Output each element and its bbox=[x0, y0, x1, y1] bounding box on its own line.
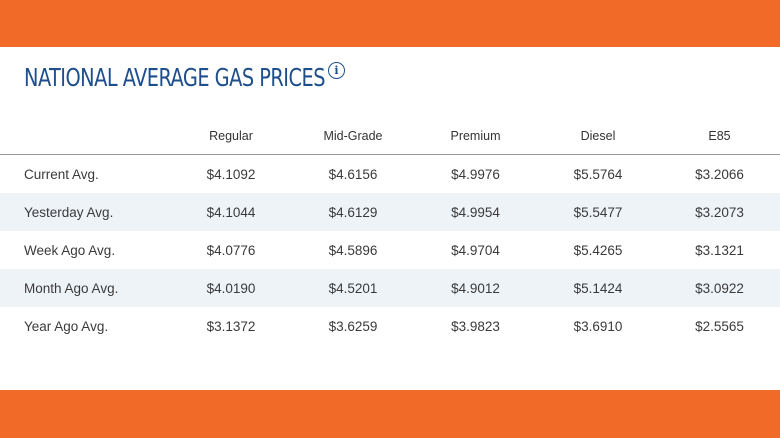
price-cell: $4.9954 bbox=[414, 193, 537, 231]
row-label: Yesterday Avg. bbox=[0, 193, 170, 231]
price-cell: $5.5477 bbox=[537, 193, 659, 231]
price-cell: $3.1321 bbox=[695, 242, 744, 258]
price-cell: $4.9704 bbox=[451, 242, 500, 258]
price-cell: $3.2066 bbox=[695, 166, 744, 182]
price-cell: $4.5896 bbox=[328, 242, 378, 258]
price-cell: $4.6129 bbox=[292, 193, 414, 231]
price-cell: $3.9823 bbox=[451, 318, 500, 334]
title-row: NATIONAL AVERAGE GAS PRICES i bbox=[24, 60, 345, 96]
price-cell: $3.6910 bbox=[573, 318, 623, 334]
bottom-orange-band bbox=[0, 390, 780, 438]
table-row: Yesterday Avg. $4.1044 $4.6129 $4.9954 $… bbox=[0, 193, 780, 231]
price-cell: $4.9012 bbox=[414, 269, 537, 307]
price-cell: $5.4265 bbox=[573, 242, 623, 258]
info-icon[interactable]: i bbox=[327, 62, 345, 79]
page-title: NATIONAL AVERAGE GAS PRICES bbox=[24, 63, 325, 92]
price-cell: $2.5565 bbox=[695, 318, 744, 334]
price-cell: $4.9976 bbox=[451, 166, 500, 182]
price-cell: $4.1044 bbox=[170, 193, 292, 231]
price-cell: $5.1424 bbox=[537, 269, 659, 307]
table-row: Year Ago Avg. $3.1372 $3.6259 $3.9823 $3… bbox=[0, 307, 780, 345]
price-cell: $4.0190 bbox=[170, 269, 292, 307]
row-label: Month Ago Avg. bbox=[0, 269, 170, 307]
row-label: Week Ago Avg. bbox=[24, 242, 116, 258]
column-header-diesel: Diesel bbox=[537, 118, 659, 155]
column-header-mid-grade: Mid-Grade bbox=[292, 118, 414, 155]
price-cell: $3.2073 bbox=[659, 193, 780, 231]
top-orange-band bbox=[0, 0, 780, 47]
table-header-row: Regular Mid-Grade Premium Diesel E85 bbox=[0, 118, 780, 155]
price-cell: $4.6156 bbox=[328, 166, 378, 182]
table-row: Week Ago Avg. $4.0776 $4.5896 $4.9704 $5… bbox=[0, 231, 780, 269]
price-cell: $3.1372 bbox=[206, 318, 256, 334]
table-row: Month Ago Avg. $4.0190 $4.5201 $4.9012 $… bbox=[0, 269, 780, 307]
price-cell: $4.1092 bbox=[206, 166, 256, 182]
price-cell: $3.0922 bbox=[659, 269, 780, 307]
row-label: Year Ago Avg. bbox=[24, 318, 109, 334]
row-label: Current Avg. bbox=[24, 166, 99, 182]
column-header-label bbox=[0, 118, 170, 155]
column-header-e85: E85 bbox=[659, 118, 780, 155]
price-cell: $5.5764 bbox=[573, 166, 623, 182]
column-header-regular: Regular bbox=[170, 118, 292, 155]
gas-prices-table: Regular Mid-Grade Premium Diesel E85 Cur… bbox=[0, 118, 780, 345]
price-cell: $3.6259 bbox=[328, 318, 378, 334]
price-cell: $4.0776 bbox=[206, 242, 256, 258]
column-header-premium: Premium bbox=[414, 118, 537, 155]
price-cell: $4.5201 bbox=[292, 269, 414, 307]
table-row: Current Avg. $4.1092 $4.6156 $4.9976 $5.… bbox=[0, 155, 780, 194]
